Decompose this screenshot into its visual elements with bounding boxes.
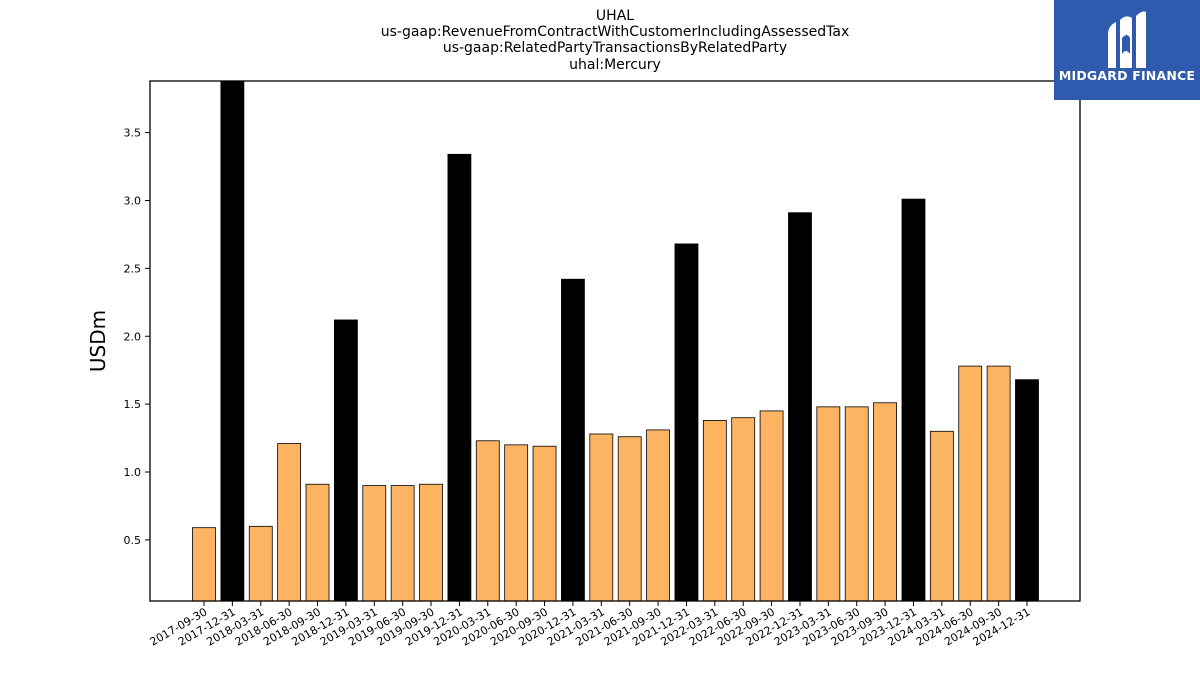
bar-2024-12-31 [1015, 379, 1039, 602]
bar-2021-09-30 [646, 429, 670, 602]
bar-2021-06-30 [617, 436, 642, 602]
title-line-3: us-gaap:RelatedPartyTransactionsByRelate… [443, 40, 787, 56]
bar-2024-03-31 [929, 430, 954, 602]
bar-2022-12-31 [788, 212, 812, 602]
y-axis-label: USDm [86, 310, 110, 372]
y-axis: 0.5 1.0 1.5 2.0 2.5 3.0 3.5 [124, 127, 150, 547]
y-tick-label: 1.5 [124, 398, 142, 411]
bar-2023-06-30 [844, 406, 869, 602]
bar-2017-09-30 [192, 527, 216, 602]
midgard-finance-logo-icon [1108, 11, 1146, 68]
y-tick-label: 2.0 [124, 330, 142, 343]
bar-2023-09-30 [873, 402, 897, 602]
brand-logo: MIDGARD FINANCE [1054, 0, 1200, 100]
bar-2019-03-31 [362, 485, 387, 602]
y-tick-label: 1.0 [124, 466, 142, 479]
y-tick-label: 3.0 [124, 194, 142, 207]
bar-2020-12-31 [561, 278, 585, 602]
bar-2018-06-30 [277, 443, 302, 602]
bars-group [192, 80, 1039, 602]
bar-2018-09-30 [305, 483, 330, 602]
bar-2020-09-30 [532, 445, 557, 602]
bar-2022-09-30 [759, 410, 784, 602]
bar-2021-12-31 [674, 243, 699, 602]
bar-2019-09-30 [419, 483, 443, 602]
title-line-4: uhal:Mercury [569, 57, 661, 73]
plot-frame [149, 80, 1081, 602]
bar-2017-12-31 [220, 80, 245, 602]
chart-title: UHAL us-gaap:RevenueFromContractWithCust… [381, 8, 850, 73]
bar-2021-03-31 [589, 433, 614, 602]
y-tick-label: 0.5 [124, 534, 142, 547]
y-tick-label: 3.5 [124, 127, 142, 140]
brand-logo-text: MIDGARD FINANCE [1058, 68, 1196, 83]
bar-2018-12-31 [333, 319, 358, 602]
bar-2022-03-31 [702, 420, 727, 602]
bar-2020-06-30 [504, 444, 529, 602]
y-tick-label: 2.5 [124, 262, 142, 275]
bar-2024-09-30 [986, 365, 1011, 602]
title-line-1: UHAL [596, 8, 634, 24]
bar-2020-03-31 [475, 440, 500, 602]
bar-2022-06-30 [731, 417, 756, 602]
bar-2018-03-31 [248, 525, 273, 602]
bar-2019-06-30 [390, 485, 415, 602]
bar-2023-03-31 [816, 406, 841, 602]
title-line-2: us-gaap:RevenueFromContractWithCustomerI… [381, 24, 850, 40]
bar-2024-06-30 [958, 365, 983, 602]
bar-2023-12-31 [901, 198, 926, 602]
bar-2019-12-31 [447, 153, 472, 602]
x-axis: 2017-09-302017-12-312018-03-312018-06-30… [148, 601, 1033, 649]
